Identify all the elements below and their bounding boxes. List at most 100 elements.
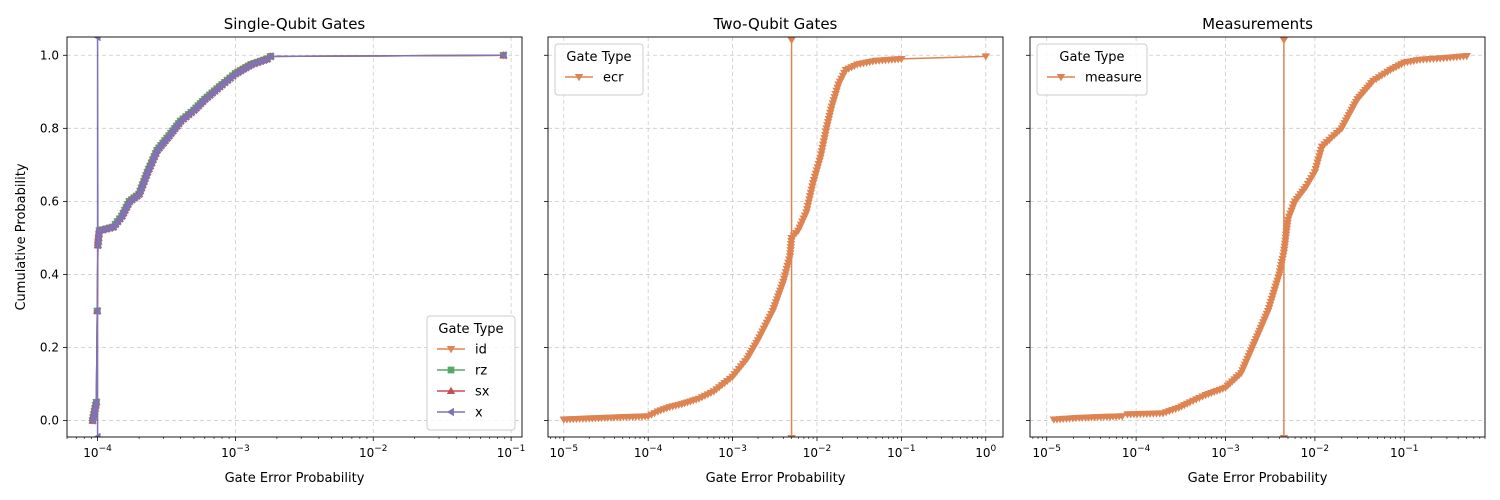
legend-title: Gate Type <box>566 50 631 65</box>
data-point-ecr <box>981 53 990 61</box>
data-point-ecr <box>826 109 835 117</box>
legend-label-x: x <box>475 406 483 421</box>
data-point-measure <box>1283 222 1292 230</box>
data-point-ecr <box>816 151 826 159</box>
x-tick-label: 10−2 <box>803 444 832 460</box>
data-point-measure <box>1462 53 1471 61</box>
data-point-ecr <box>825 112 834 120</box>
data-point-ecr <box>802 206 812 214</box>
data-point-ecr <box>897 55 906 64</box>
legend-box <box>554 43 644 96</box>
data-point-x <box>105 223 113 233</box>
legend-label-sx: sx <box>475 385 490 400</box>
legend-marker-rz <box>447 366 455 374</box>
data-point-measure <box>1275 271 1284 279</box>
panel-0: 10−4 10−3 10−2 10−1 0.0 0.2 0.4 0.6 0.8 1.0 Single… <box>14 15 525 486</box>
legend: Gate Type ecr <box>554 43 644 96</box>
legend-label-id: id <box>475 343 487 358</box>
data-point-x <box>93 306 101 316</box>
data-point-ecr <box>823 119 833 127</box>
data-point-ecr <box>823 122 832 130</box>
y-tick-label: 0.4 <box>40 267 59 281</box>
legend-marker-measure <box>1056 74 1066 82</box>
plot-area <box>88 37 508 437</box>
data-point-measure <box>1276 265 1285 273</box>
x-tick-label: 10−4 <box>1122 444 1151 460</box>
data-point-ecr <box>821 131 830 140</box>
x-axis-label: Gate Error Probability <box>706 471 846 486</box>
legend-title: Gate Type <box>1059 50 1124 65</box>
data-point-measure <box>1280 240 1290 248</box>
legend-marker-ecr <box>574 74 584 82</box>
x-axis-label: Gate Error Probability <box>1188 471 1328 486</box>
chart-title: Single-Qubit Gates <box>224 15 366 33</box>
data-point-measure <box>1283 219 1292 227</box>
chart-title: Two-Qubit Gates <box>713 15 838 33</box>
vertical-marker-end <box>787 435 796 437</box>
data-point-ecr <box>824 115 834 124</box>
legend-marker-id <box>446 346 456 354</box>
axes-frame <box>66 36 523 438</box>
data-point-x <box>499 51 507 60</box>
legend-box <box>426 315 516 431</box>
x-tick-label: 10−2 <box>359 444 388 460</box>
data-point-x <box>266 52 274 61</box>
data-point-x <box>95 226 103 235</box>
data-point-ecr <box>805 193 815 201</box>
series-line-ecr <box>563 55 986 421</box>
panel-1: 10−5 10−4 10−3 10−2 10−1 100 Two-Qubit Gates Ga… <box>544 15 1004 486</box>
data-point-x <box>93 37 101 42</box>
legend-label-ecr: ecr <box>603 71 624 86</box>
x-tick-label: 10−5 <box>550 444 579 460</box>
data-point-x <box>92 398 100 407</box>
x-tick-label: 10−2 <box>1301 444 1330 460</box>
y-tick-label: 1.0 <box>40 48 59 62</box>
data-point-ecr <box>804 199 813 207</box>
data-point-measure <box>1282 225 1292 233</box>
plot-area <box>559 37 990 437</box>
series-line-measure <box>1053 55 1467 421</box>
data-point-ecr <box>806 189 816 198</box>
data-point-x <box>98 225 106 234</box>
legend-marker-x <box>446 407 454 417</box>
data-point-measure <box>1118 413 1127 421</box>
y-axis-label: Cumulative Probability <box>14 163 29 310</box>
data-point-ecr <box>826 106 836 114</box>
legend-title: Gate Type <box>438 322 503 337</box>
vertical-marker-end <box>1279 37 1289 45</box>
vertical-marker-end <box>1279 435 1289 437</box>
data-point-ecr <box>822 125 831 133</box>
data-point-ecr <box>818 141 828 149</box>
data-point-measure <box>1275 268 1285 276</box>
data-point-ecr <box>821 128 831 136</box>
y-tick-label: 0.0 <box>40 414 59 428</box>
data-point-ecr <box>816 154 825 162</box>
data-point-ecr <box>805 196 814 204</box>
data-point-ecr <box>819 138 829 146</box>
x-tick-label: 10−5 <box>1032 444 1061 460</box>
data-point-ecr <box>817 148 827 156</box>
axes-frame <box>547 36 1004 438</box>
chart-title: Measurements <box>1202 15 1313 33</box>
x-tick-label: 10−1 <box>497 444 526 460</box>
data-point-ecr <box>818 144 827 153</box>
panel-2: 10−5 10−4 10−3 10−2 10−1 Measurements Gate Err… <box>1026 15 1486 486</box>
legend: Gate Type id rz sx x <box>426 315 516 431</box>
x-tick-label: 100 <box>975 444 996 460</box>
plot-area <box>1049 37 1471 437</box>
x-tick-label: 10−4 <box>634 444 663 460</box>
legend-marker-sx <box>446 386 456 394</box>
legend: Gate Type measure <box>1036 43 1148 96</box>
y-tick-label: 0.6 <box>40 194 59 208</box>
data-point-measure <box>1278 255 1287 263</box>
legend-label-rz: rz <box>475 364 487 379</box>
legend-box <box>1036 43 1148 96</box>
data-point-ecr <box>820 135 829 143</box>
data-point-x <box>93 432 101 437</box>
x-tick-label: 10−3 <box>1211 444 1240 460</box>
vertical-marker-end <box>787 37 796 45</box>
data-point-x <box>102 224 110 233</box>
y-tick-label: 0.8 <box>40 121 59 135</box>
data-point-ecr <box>803 202 813 211</box>
